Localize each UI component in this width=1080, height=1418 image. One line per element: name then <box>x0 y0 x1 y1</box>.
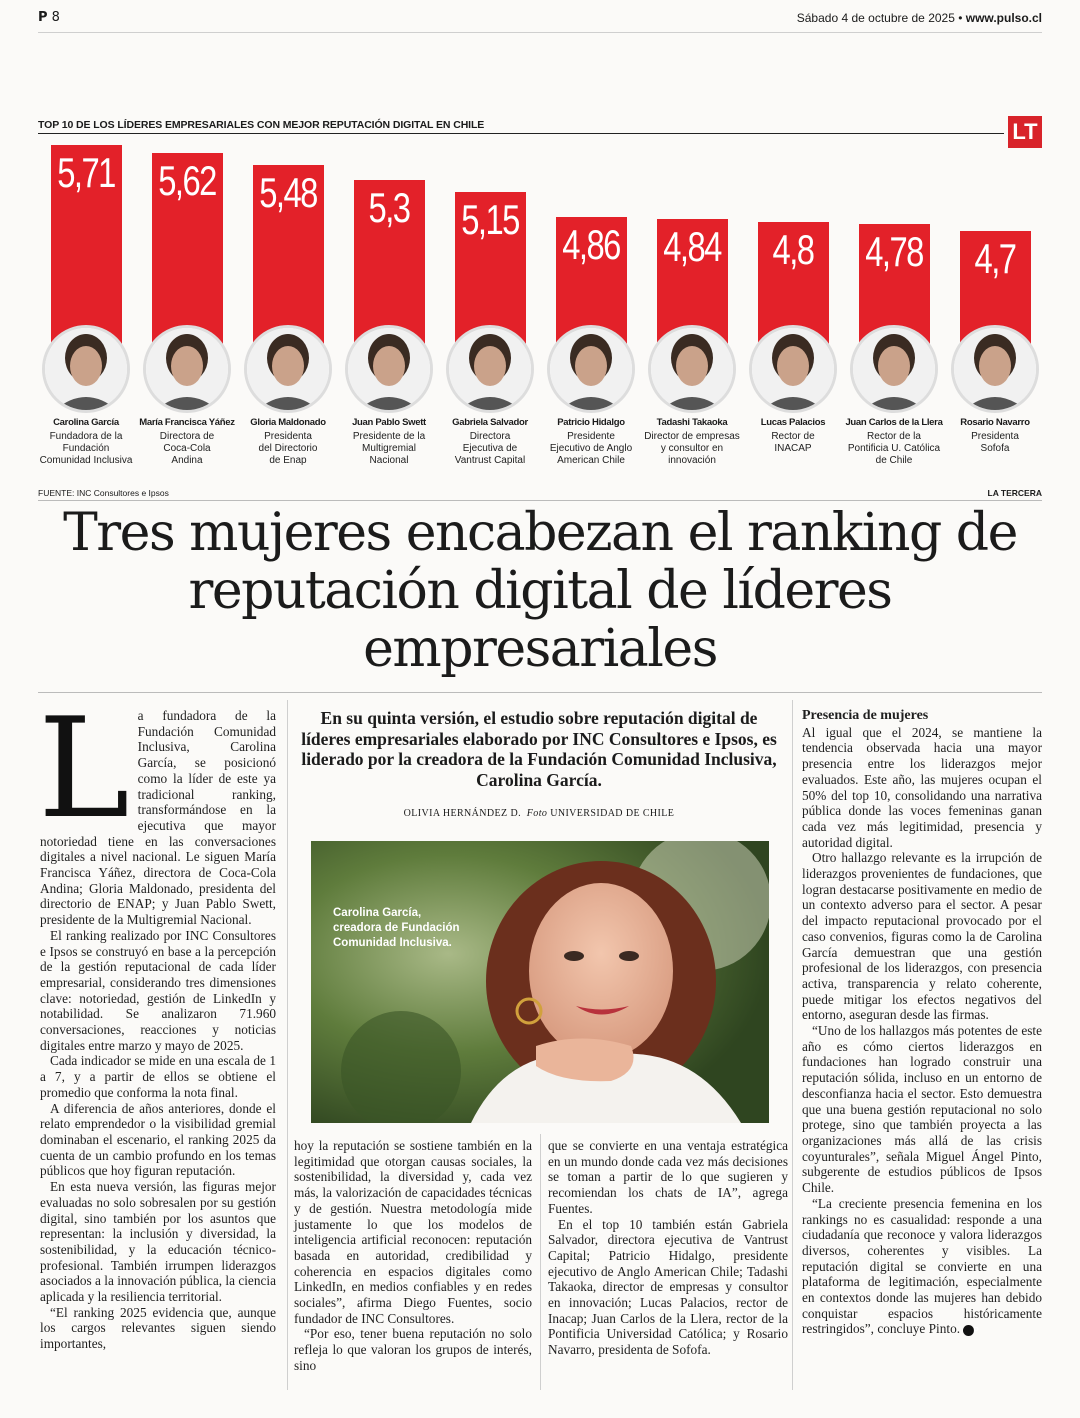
paragraph: “La creciente presencia femenina en los … <box>802 1195 1042 1337</box>
source-divider <box>38 500 1042 501</box>
section-subhead: Presencia de mujeres <box>802 708 929 723</box>
article-deck: En su quinta versión, el estudio sobre r… <box>301 708 777 790</box>
paragraph: “Uno de los hallazgos más potentes de es… <box>802 1023 1042 1196</box>
paragraph: Al igual que el 2024, se mantiene la ten… <box>802 724 1042 850</box>
article-headline: Tres mujeres encabezan el ranking de rep… <box>63 503 1018 679</box>
paragraph: En el top 10 también están Gabriela Salv… <box>548 1216 788 1358</box>
person-role: Presidente de la Multigremial Nacional <box>352 431 426 466</box>
chart-credit: LA TERCERA <box>987 488 1042 498</box>
photo-caption: Carolina García, creadora de Fundación C… <box>333 907 460 949</box>
person-name: Juan Pablo Swett <box>352 417 426 428</box>
person-role: Presidenta Sofofa <box>971 431 1019 454</box>
bar-value-label: 4,8 <box>772 226 815 274</box>
bar-value-label: 4,86 <box>562 221 621 269</box>
article-column-3: que se convierte en una ventaja estratég… <box>548 1138 788 1358</box>
person-name: Gloria Maldonado <box>250 417 326 428</box>
bar-value-label: 5,71 <box>57 149 116 196</box>
end-mark-icon: P <box>963 1324 979 1336</box>
avatar <box>244 325 332 413</box>
avatar <box>850 325 938 413</box>
bar-value-label: 4,78 <box>865 227 924 275</box>
byline: OLIVIA HERNÁNDEZ D. Foto UNIVERSIDAD DE … <box>403 808 675 819</box>
person-role: Rector de INACAP <box>771 431 815 454</box>
portrait-illustration <box>311 841 769 1123</box>
column-divider <box>792 700 793 1390</box>
chart-title: TOP 10 DE LOS LÍDERES EMPRESARIALES CON … <box>38 119 485 131</box>
person-role: Presidente Ejecutivo de Anglo American Chi… <box>549 431 633 466</box>
person-name: María Francisca Yáñez <box>139 417 235 428</box>
person-name: Tadashi Takaoka <box>656 417 728 428</box>
paragraph: En esta nueva versión, las figuras mejor… <box>40 1179 276 1305</box>
page-header: P 8 Sábado 4 de octubre de 2025 • www.pu… <box>0 0 1080 40</box>
ranking-bar-chart: 5,71 Carolina García Fundadora de la Fundac… <box>38 145 1048 475</box>
avatar <box>951 325 1039 413</box>
avatar <box>749 325 837 413</box>
person-role: Presidenta del Directorio de Enap <box>258 431 318 466</box>
header-date: Sábado 4 de octubre de 2025 <box>796 11 955 25</box>
la-tercera-logo: LT <box>1008 116 1042 148</box>
avatar <box>143 325 231 413</box>
paragraph: a fundadora de la Fundación Comunidad In… <box>40 708 276 928</box>
person-role: Fundadora de la Fundación Comunidad Inclus… <box>39 431 133 466</box>
bar-value-label: 5,48 <box>259 168 318 216</box>
paragraph: “Por eso, tener buena reputación no solo… <box>294 1326 532 1373</box>
avatar <box>446 325 534 413</box>
paragraph: hoy la reputación se sostiene también en… <box>294 1138 532 1326</box>
person-name: Patricio Hidalgo <box>557 417 625 428</box>
bar-value-label: 4,84 <box>663 222 722 270</box>
portrait-photo <box>311 841 769 1123</box>
bar-value-label: 5,15 <box>461 196 520 244</box>
article-column-4: Presencia de mujeres Al igual que el 202… <box>802 708 1042 1337</box>
person-role: Director de empresas y consultor en innova… <box>644 431 740 466</box>
author-name: OLIVIA HERNÁNDEZ D. <box>403 808 521 819</box>
column-divider <box>287 700 288 1390</box>
avatar <box>648 325 736 413</box>
person-role: Rector de la Pontificia U. Católica de Chi… <box>847 431 941 466</box>
drop-cap: L <box>38 688 130 849</box>
paragraph: El ranking realizado por INC Consultores… <box>40 927 276 1053</box>
article-column-1: L a fundadora de la Fundación Comunidad … <box>38 688 276 1352</box>
page-number: P 8 <box>38 10 60 25</box>
avatar <box>345 325 433 413</box>
chart-title-rule <box>38 133 1004 134</box>
photo-credit: UNIVERSIDAD DE CHILE <box>550 808 675 819</box>
person-name: Gabriela Salvador <box>452 417 528 428</box>
headline-divider <box>38 692 1042 693</box>
person-name: Carolina García <box>53 417 119 428</box>
bar-value-label: 5,62 <box>158 156 217 204</box>
paragraph: Cada indicador se mide en una escala de … <box>40 1053 276 1100</box>
paragraph: Otro hallazgo relevante es la irrupción … <box>802 850 1042 1023</box>
person-name: Juan Carlos de la Llera <box>845 417 943 428</box>
header-divider <box>38 32 1042 33</box>
column-divider <box>540 1134 541 1390</box>
header-date-site: Sábado 4 de octubre de 2025 • www.pulso.… <box>796 11 1042 25</box>
article-column-2: hoy la reputación se sostiene también en… <box>294 1138 532 1374</box>
person-name: Lucas Palacios <box>760 417 826 428</box>
avatar <box>547 325 635 413</box>
bar-value-label: 4,7 <box>974 234 1017 282</box>
paragraph: “El ranking 2025 evidencia que, aunque l… <box>40 1304 276 1352</box>
person-role: Directora Ejecutiva de Vantrust Capital <box>454 431 526 466</box>
bar-value-label: 5,3 <box>368 183 411 231</box>
paragraph: A diferencia de años anteriores, donde e… <box>40 1100 276 1179</box>
person-name: Rosario Navarro <box>960 417 1030 428</box>
avatar <box>42 325 130 413</box>
person-role: Directora de Coca-Cola Andina <box>159 431 215 466</box>
paragraph: que se convierte en una ventaja estratég… <box>548 1138 788 1216</box>
chart-source: FUENTE: INC Consultores e Ipsos <box>38 488 169 498</box>
header-site-link[interactable]: www.pulso.cl <box>965 11 1042 25</box>
